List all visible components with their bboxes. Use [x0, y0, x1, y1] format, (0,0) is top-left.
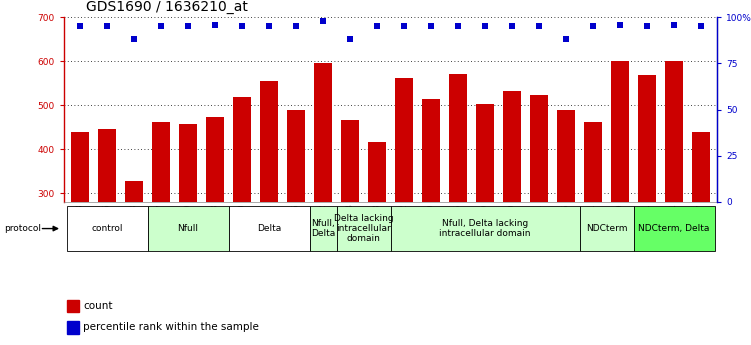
- Bar: [611, 61, 629, 202]
- Bar: [98, 129, 116, 202]
- Bar: [341, 120, 359, 202]
- Point: [74, 24, 86, 29]
- Text: NDCterm, Delta: NDCterm, Delta: [638, 224, 710, 233]
- FancyBboxPatch shape: [634, 206, 714, 251]
- Point: [452, 24, 464, 29]
- Point: [506, 24, 518, 29]
- Bar: [476, 104, 494, 202]
- Text: NDCterm: NDCterm: [586, 224, 627, 233]
- Point: [614, 22, 626, 27]
- Point: [236, 24, 248, 29]
- Bar: [422, 99, 440, 202]
- Point: [155, 24, 167, 29]
- Point: [668, 22, 680, 27]
- Point: [425, 24, 437, 29]
- Point: [128, 37, 140, 42]
- Bar: [557, 110, 575, 202]
- Text: Delta lacking
intracellular
domain: Delta lacking intracellular domain: [333, 214, 394, 243]
- Text: Nfull, Delta lacking
intracellular domain: Nfull, Delta lacking intracellular domai…: [439, 219, 531, 238]
- FancyBboxPatch shape: [580, 206, 634, 251]
- Point: [101, 24, 113, 29]
- Bar: [638, 75, 656, 202]
- Point: [398, 24, 410, 29]
- Bar: [71, 131, 89, 202]
- Point: [182, 24, 194, 29]
- Bar: [314, 63, 332, 202]
- Point: [290, 24, 302, 29]
- Bar: [692, 131, 710, 202]
- Text: Nfull,
Delta: Nfull, Delta: [311, 219, 335, 238]
- Bar: [503, 91, 520, 202]
- Point: [560, 37, 572, 42]
- Bar: [67, 321, 79, 334]
- Bar: [125, 181, 143, 202]
- Bar: [67, 299, 79, 312]
- Point: [587, 24, 599, 29]
- FancyBboxPatch shape: [336, 206, 391, 251]
- FancyBboxPatch shape: [391, 206, 580, 251]
- Bar: [207, 117, 224, 202]
- Bar: [395, 78, 413, 202]
- Point: [371, 24, 383, 29]
- Bar: [368, 142, 386, 202]
- Bar: [530, 95, 547, 202]
- Point: [641, 24, 653, 29]
- Point: [317, 18, 329, 24]
- Text: GDS1690 / 1636210_at: GDS1690 / 1636210_at: [86, 0, 249, 14]
- Bar: [261, 80, 278, 202]
- Bar: [584, 122, 602, 202]
- FancyBboxPatch shape: [309, 206, 336, 251]
- Text: protocol: protocol: [4, 224, 41, 233]
- Text: count: count: [83, 301, 113, 311]
- Text: Delta: Delta: [257, 224, 281, 233]
- Bar: [287, 110, 305, 202]
- Bar: [152, 122, 170, 202]
- Point: [209, 22, 221, 27]
- FancyBboxPatch shape: [67, 206, 147, 251]
- Point: [344, 37, 356, 42]
- Bar: [179, 124, 197, 202]
- FancyBboxPatch shape: [147, 206, 228, 251]
- Bar: [449, 75, 467, 202]
- Text: percentile rank within the sample: percentile rank within the sample: [83, 322, 259, 332]
- Point: [479, 24, 491, 29]
- Text: control: control: [92, 224, 122, 233]
- Point: [263, 24, 275, 29]
- Point: [533, 24, 545, 29]
- Bar: [234, 97, 251, 202]
- FancyBboxPatch shape: [228, 206, 309, 251]
- Text: Nfull: Nfull: [177, 224, 198, 233]
- Bar: [665, 61, 683, 202]
- Point: [695, 24, 707, 29]
